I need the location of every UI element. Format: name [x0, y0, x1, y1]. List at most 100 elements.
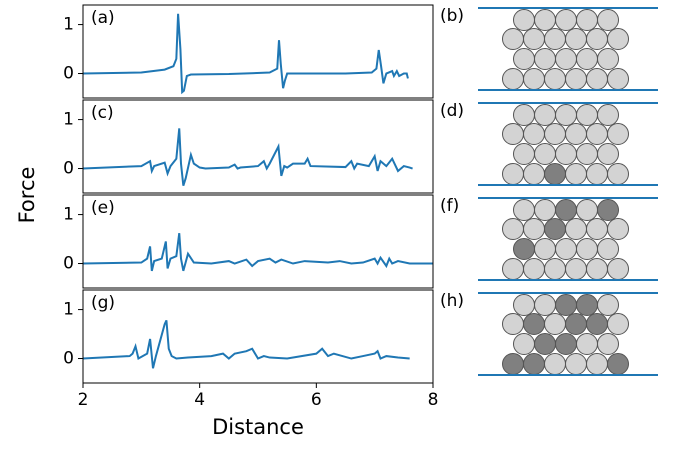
particle [513, 48, 535, 70]
particle [565, 68, 587, 90]
particle [544, 123, 566, 145]
particle [555, 104, 577, 126]
particle [502, 28, 524, 50]
particle [555, 333, 577, 355]
particle [597, 333, 619, 355]
x-axis-label: Distance [212, 415, 304, 439]
particle [607, 163, 629, 185]
particle [576, 333, 598, 355]
particle [513, 333, 535, 355]
particle [513, 199, 535, 221]
particle [523, 68, 545, 90]
particle [555, 199, 577, 221]
x-tick-label: 8 [428, 390, 439, 410]
particle [523, 313, 545, 335]
y-tick-label: 0 [63, 159, 74, 179]
particle [607, 218, 629, 240]
particle [597, 48, 619, 70]
particle [513, 9, 535, 31]
particle [502, 68, 524, 90]
particle [586, 123, 608, 145]
y-tick-label: 1 [63, 15, 74, 35]
y-tick-label: 0 [63, 254, 74, 274]
particle [502, 258, 524, 280]
particle [555, 294, 577, 316]
particle [597, 238, 619, 260]
particle [597, 294, 619, 316]
particle [544, 28, 566, 50]
axes-frame [82, 289, 434, 384]
particle [576, 238, 598, 260]
particle [576, 199, 598, 221]
particle [565, 163, 587, 185]
particle [544, 258, 566, 280]
particle [607, 28, 629, 50]
y-tick-label: 0 [63, 349, 74, 369]
particle [502, 163, 524, 185]
panel-label: (c) [91, 103, 114, 123]
particle [502, 218, 524, 240]
particle [502, 353, 524, 375]
panel-label: (a) [91, 8, 115, 28]
particle [565, 313, 587, 335]
particle [576, 104, 598, 126]
particle [523, 123, 545, 145]
particle [576, 48, 598, 70]
axes-frame [82, 194, 434, 289]
force-line [82, 233, 433, 272]
particle [534, 9, 556, 31]
particle [555, 143, 577, 165]
y-tick-label: 1 [63, 110, 74, 130]
axes-frame [82, 99, 434, 194]
particle [523, 163, 545, 185]
particle [565, 218, 587, 240]
particle [502, 123, 524, 145]
particle [534, 48, 556, 70]
particle [534, 294, 556, 316]
particle [523, 353, 545, 375]
particle [607, 313, 629, 335]
particle [576, 294, 598, 316]
particle [586, 68, 608, 90]
particle [523, 28, 545, 50]
force-line [82, 319, 410, 369]
particle [565, 123, 587, 145]
particle [544, 353, 566, 375]
diagram-label: (d) [440, 101, 464, 121]
y-tick-label: 0 [63, 64, 74, 84]
particle [555, 9, 577, 31]
particle [555, 238, 577, 260]
particle [597, 104, 619, 126]
particle [586, 353, 608, 375]
particle [544, 163, 566, 185]
particle [513, 294, 535, 316]
particle [544, 313, 566, 335]
particle [544, 218, 566, 240]
force-line [82, 13, 409, 95]
particle [607, 68, 629, 90]
particle [534, 199, 556, 221]
particle [597, 199, 619, 221]
particle [523, 258, 545, 280]
particle [586, 163, 608, 185]
particle [586, 28, 608, 50]
particle [607, 353, 629, 375]
particle [544, 68, 566, 90]
particle [513, 104, 535, 126]
x-tick-label: 6 [311, 390, 322, 410]
y-axis-label: Force [15, 167, 39, 224]
particle [607, 258, 629, 280]
particle [534, 143, 556, 165]
particle [565, 258, 587, 280]
particle [586, 258, 608, 280]
particle [607, 123, 629, 145]
particle [565, 28, 587, 50]
particle [586, 313, 608, 335]
particle [534, 238, 556, 260]
particle [555, 48, 577, 70]
particle [597, 9, 619, 31]
particle [513, 238, 535, 260]
particle [513, 143, 535, 165]
y-tick-label: 1 [63, 300, 74, 320]
